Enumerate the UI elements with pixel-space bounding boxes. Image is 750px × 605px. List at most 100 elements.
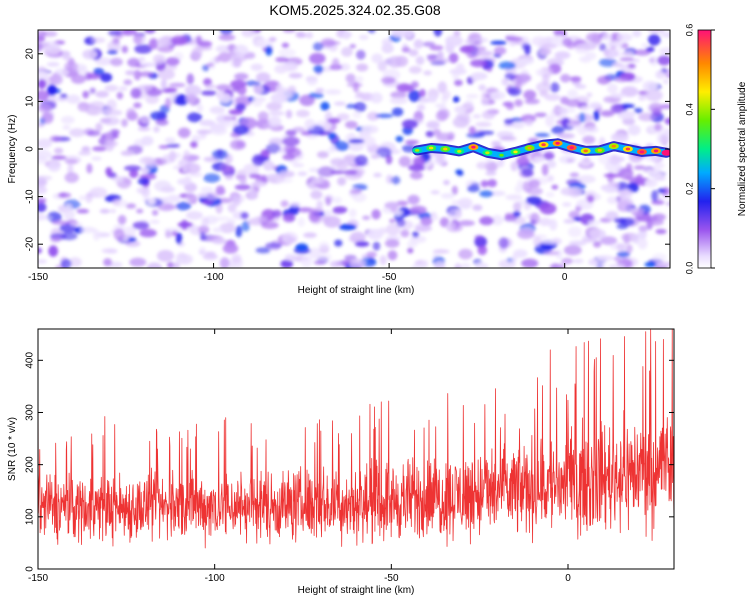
noise-blob (331, 58, 340, 70)
noise-blob (95, 122, 103, 132)
snr-frame (37, 328, 675, 570)
noise-blob (160, 79, 167, 90)
noise-blob (130, 87, 142, 99)
noise-blob (339, 63, 351, 71)
noise-blob (49, 135, 62, 143)
noise-blob (389, 218, 396, 224)
noise-blob (38, 72, 48, 82)
noise-blob (121, 118, 128, 128)
noise-blob (521, 43, 531, 50)
noise-blob (320, 182, 331, 189)
noise-blob (498, 237, 509, 249)
noise-blob (232, 195, 241, 207)
noise-blob (577, 127, 588, 136)
noise-blob (295, 33, 308, 38)
noise-blob (451, 185, 458, 195)
noise-blob (79, 226, 97, 233)
signal-trace-peak (471, 145, 476, 149)
noise-blob (132, 221, 150, 230)
y-tick-label: 20 (25, 48, 36, 60)
y-tick-label: 10 (25, 95, 36, 107)
noise-blob (581, 237, 596, 243)
noise-blob (405, 30, 414, 39)
noise-blob (485, 170, 497, 176)
noise-blob (528, 179, 541, 188)
noise-blob (530, 234, 548, 239)
noise-blob (482, 110, 496, 120)
noise-blob (434, 155, 447, 165)
noise-blob (495, 161, 505, 168)
noise-blob (593, 240, 602, 248)
noise-blob (345, 120, 358, 129)
y-tick-label: -20 (25, 237, 36, 252)
noise-blob (325, 196, 332, 206)
noise-blob (323, 41, 341, 45)
noise-blob (133, 33, 143, 45)
noise-blob (332, 196, 343, 204)
noise-blob (521, 168, 534, 177)
noise-blob (312, 178, 320, 185)
noise-blob (472, 114, 482, 119)
noise-blob (408, 66, 422, 74)
signal-trace (412, 138, 670, 161)
noise-blob (125, 203, 137, 209)
noise-blob (385, 223, 401, 236)
noise-blob (434, 261, 446, 268)
y-tick-label: 300 (25, 404, 36, 421)
noise-blob (470, 72, 488, 81)
noise-blob (282, 213, 296, 223)
noise-blob (265, 45, 273, 56)
noise-blob (425, 130, 435, 138)
noise-blob (50, 236, 61, 243)
noise-blob (523, 202, 532, 210)
noise-blob (429, 45, 444, 51)
noise-blob (406, 241, 418, 248)
noise-blob (409, 235, 427, 244)
noise-blob (211, 149, 229, 160)
noise-blob (619, 188, 633, 199)
noise-blob (662, 79, 670, 84)
noise-blob (107, 49, 118, 55)
noise-blob (355, 91, 364, 98)
signal-trace-peak (415, 149, 420, 152)
noise-blob (409, 205, 427, 215)
noise-blob (525, 119, 534, 127)
noise-blob (308, 167, 321, 173)
noise-blob (296, 109, 310, 118)
noise-blob (384, 239, 400, 248)
noise-blob (381, 43, 394, 54)
noise-blob (455, 113, 471, 120)
noise-blob (648, 171, 663, 179)
noise-blob (337, 176, 347, 186)
noise-blob (285, 129, 297, 137)
noise-blob (608, 263, 626, 268)
noise-blob (184, 84, 202, 97)
noise-blob (86, 130, 101, 137)
noise-blob (282, 30, 296, 33)
noise-blob (586, 92, 593, 98)
noise-blob (505, 194, 523, 201)
noise-blob (341, 46, 353, 57)
noise-blob (175, 201, 192, 211)
noise-blob (196, 104, 204, 113)
noise-blob (199, 231, 206, 241)
noise-blob (254, 215, 268, 223)
noise-blob (408, 90, 421, 102)
noise-blob (655, 261, 670, 267)
noise-blob (70, 74, 86, 84)
noise-blob (105, 167, 113, 176)
spectrogram-x-axis: -150 -100 -50 0 (28, 30, 568, 283)
noise-blob (641, 43, 649, 48)
noise-blob (328, 132, 337, 141)
noise-blob (539, 202, 557, 215)
noise-blob (349, 189, 362, 194)
noise-blob (158, 69, 175, 80)
noise-blob (616, 33, 633, 42)
noise-blob (38, 259, 48, 264)
noise-blob (121, 45, 129, 54)
noise-blob (82, 90, 90, 99)
noise-blob (47, 161, 61, 172)
noise-blob (112, 199, 128, 208)
noise-blob (147, 198, 156, 205)
